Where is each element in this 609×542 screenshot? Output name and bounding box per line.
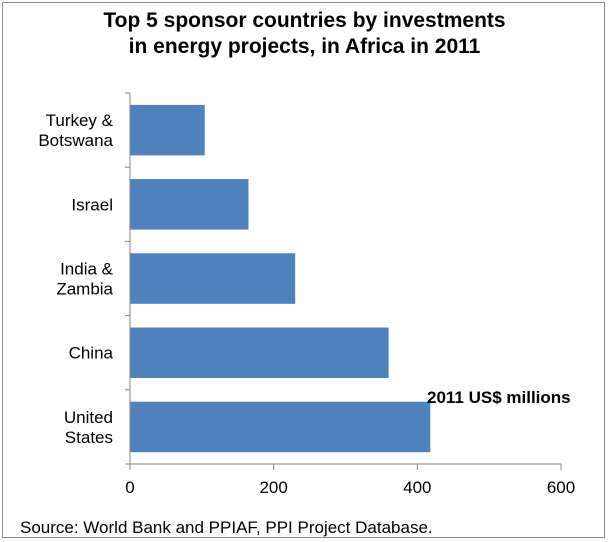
chart-frame xyxy=(2,2,605,538)
bar-2 xyxy=(130,253,296,304)
chart-title-line-1: Top 5 sponsor countries by investments xyxy=(103,9,506,32)
category-label-4-1: States xyxy=(65,428,113,447)
category-label-0-0: Turkey & xyxy=(46,111,114,130)
x-tick-label-0: 0 xyxy=(125,478,134,497)
category-label-3-0: China xyxy=(69,344,114,363)
x-tick-label-1: 200 xyxy=(259,478,287,497)
category-label-4-0: United xyxy=(64,408,113,427)
bar-3 xyxy=(130,327,389,378)
chart-title: Top 5 sponsor countries by investments i… xyxy=(0,8,609,60)
category-label-2-1: Zambia xyxy=(56,280,113,299)
source-note: Source: World Bank and PPIAF, PPI Projec… xyxy=(20,518,433,537)
category-label-2-0: India & xyxy=(60,260,114,279)
category-label-1-0: Israel xyxy=(71,195,113,214)
bar-0 xyxy=(130,104,205,156)
x-tick-label-3: 600 xyxy=(547,478,575,497)
chart-title-line-2: in energy projects, in Africa in 2011 xyxy=(128,35,481,58)
category-label-0-1: Botswana xyxy=(38,131,113,150)
unit-label: 2011 US$ millions xyxy=(427,388,571,407)
bar-1 xyxy=(130,179,249,230)
bar-4 xyxy=(130,401,431,453)
x-tick-label-2: 400 xyxy=(403,478,431,497)
